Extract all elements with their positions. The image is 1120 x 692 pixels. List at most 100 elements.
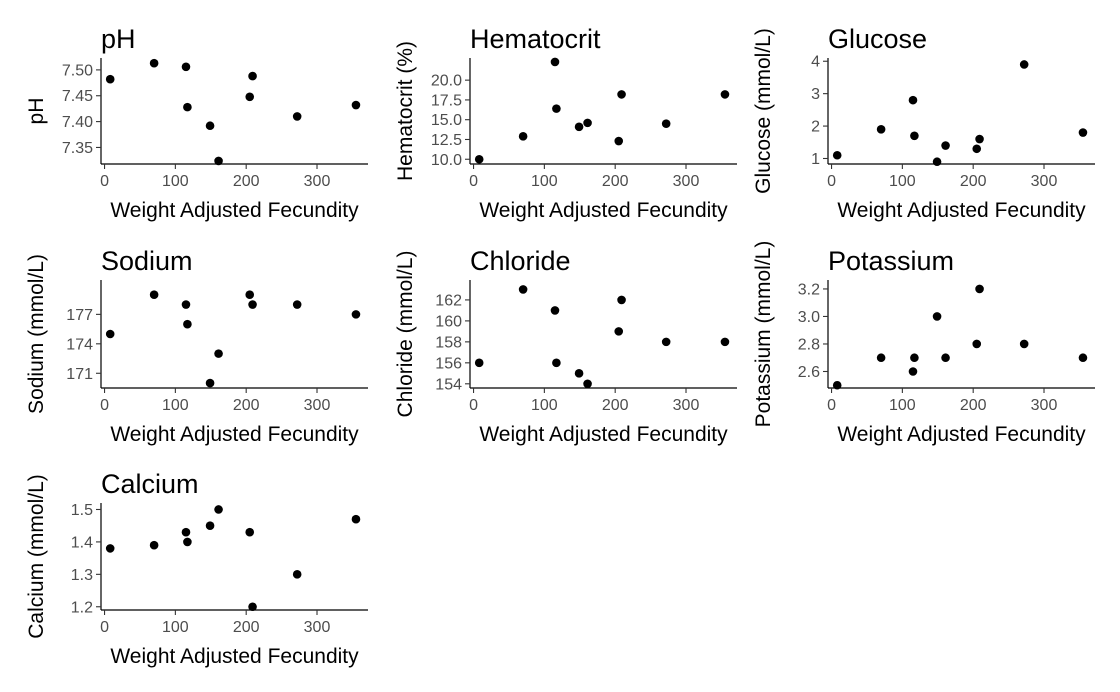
y-axis-label: Hematocrit (%): [394, 41, 417, 181]
x-axis-label: Weight Adjusted Fecundity: [110, 199, 359, 222]
data-point: [149, 58, 159, 68]
data-point: [105, 74, 115, 84]
y-tick-label: 1.3: [71, 567, 93, 584]
panel-title: pH: [101, 24, 136, 54]
x-tick-label: 200: [960, 397, 987, 414]
y-tick-label: 1.5: [71, 502, 93, 519]
panel-title: Sodium: [101, 246, 193, 276]
data-point: [245, 92, 255, 102]
x-tick-label: 100: [531, 397, 558, 414]
y-tick-label: 15.0: [431, 112, 462, 129]
data-point: [910, 353, 919, 363]
data-point: [474, 154, 484, 164]
x-tick-label: 300: [304, 397, 331, 414]
panel-sodium: Sodium 0 100 200 300 171 174 177 Weight Adjusted…: [25, 246, 368, 446]
y-axis-label: Glucose (mmol/L): [752, 28, 775, 194]
x-tick-label: 300: [304, 173, 331, 190]
data-point: [351, 514, 361, 524]
data-point: [941, 353, 950, 363]
y-tick-label: 12.5: [431, 132, 462, 149]
y-tick-label: 174: [66, 336, 93, 353]
y-tick-label: 154: [435, 376, 462, 393]
x-tick-label: 0: [469, 173, 478, 190]
panel-hematocrit: Hematocrit 0 100 200 300 10.0 12.5 15.0 17.5 20.0…: [394, 24, 737, 222]
panel-glucose: Glucose 0 100 200 300 1 2 3 4 Weight Adjusted Fec…: [752, 24, 1095, 222]
data-point: [661, 119, 671, 128]
x-tick-label: 0: [827, 173, 836, 190]
data-point: [149, 290, 159, 300]
x-tick-label: 0: [100, 397, 109, 414]
x-tick-label: 200: [602, 397, 629, 414]
data-point: [351, 310, 361, 319]
data-point: [720, 337, 730, 347]
data-point: [214, 156, 223, 166]
y-tick-label: 10.0: [431, 152, 462, 169]
x-tick-label: 200: [602, 173, 629, 190]
data-point: [183, 537, 192, 547]
data-point: [617, 295, 626, 305]
data-point: [614, 136, 624, 146]
y-tick-label: 158: [435, 334, 462, 351]
data-point: [552, 358, 561, 368]
y-tick-label: 1.2: [71, 599, 93, 616]
data-point: [614, 327, 624, 336]
data-point: [550, 306, 560, 315]
panel-title: Glucose: [828, 24, 927, 54]
panel-title: Calcium: [101, 469, 199, 499]
data-point: [975, 284, 984, 294]
data-point: [214, 349, 223, 358]
data-point: [910, 131, 919, 141]
data-point: [832, 150, 842, 160]
data-point: [574, 122, 584, 132]
data-point: [941, 141, 950, 150]
data-point: [245, 290, 255, 300]
data-point: [248, 602, 257, 612]
data-point: [1078, 128, 1088, 137]
data-point: [248, 71, 257, 81]
data-point: [248, 300, 257, 309]
y-tick-label: 177: [66, 307, 93, 324]
data-point: [975, 134, 984, 144]
x-axis-label: Weight Adjusted Fecundity: [837, 199, 1086, 222]
y-axis-label: pH: [25, 98, 48, 125]
data-point: [205, 378, 215, 388]
data-point: [181, 62, 191, 72]
data-point: [1078, 353, 1088, 363]
x-tick-label: 0: [100, 173, 109, 190]
x-tick-label: 0: [469, 397, 478, 414]
x-axis-label: Weight Adjusted Fecundity: [479, 199, 728, 222]
y-tick-label: 3.2: [798, 281, 820, 298]
x-tick-label: 300: [304, 619, 331, 636]
x-tick-label: 200: [233, 619, 260, 636]
panel-chloride: Chloride 0 100 200 300 154 156 158 160 162 Weight …: [394, 246, 737, 446]
data-point: [908, 95, 918, 105]
x-tick-label: 100: [162, 397, 189, 414]
x-tick-label: 100: [162, 173, 189, 190]
x-axis-label: Weight Adjusted Fecundity: [837, 423, 1086, 446]
data-point: [518, 132, 528, 141]
panel-title: Potassium: [828, 246, 954, 276]
data-point: [552, 104, 561, 113]
data-point: [149, 540, 159, 550]
y-tick-label: 7.40: [62, 114, 93, 131]
y-tick-label: 7.45: [62, 88, 93, 105]
data-point: [292, 112, 302, 121]
data-point: [351, 100, 361, 110]
data-point: [876, 125, 886, 134]
y-tick-label: 7.50: [62, 62, 93, 79]
data-point: [876, 353, 886, 363]
data-point: [181, 527, 191, 537]
x-axis-label: Weight Adjusted Fecundity: [110, 423, 359, 446]
x-tick-label: 0: [827, 397, 836, 414]
y-tick-label: 2.6: [798, 364, 820, 381]
panel-title: Hematocrit: [470, 24, 601, 54]
data-point: [292, 570, 302, 579]
data-point: [518, 285, 528, 294]
y-axis-label: Chloride (mmol/L): [394, 251, 417, 418]
panel-potassium: Potassium 0 100 200 300 2.6 2.8 3.0 3.2 Weight Ad…: [752, 241, 1095, 446]
y-tick-label: 2.8: [798, 336, 820, 353]
panel-ph: pH 0 100 200 300 7.35 7.40 7.45 7.50 Weight Adjus…: [25, 24, 368, 222]
x-tick-label: 300: [673, 397, 700, 414]
data-point: [205, 121, 215, 131]
x-tick-label: 200: [233, 173, 260, 190]
